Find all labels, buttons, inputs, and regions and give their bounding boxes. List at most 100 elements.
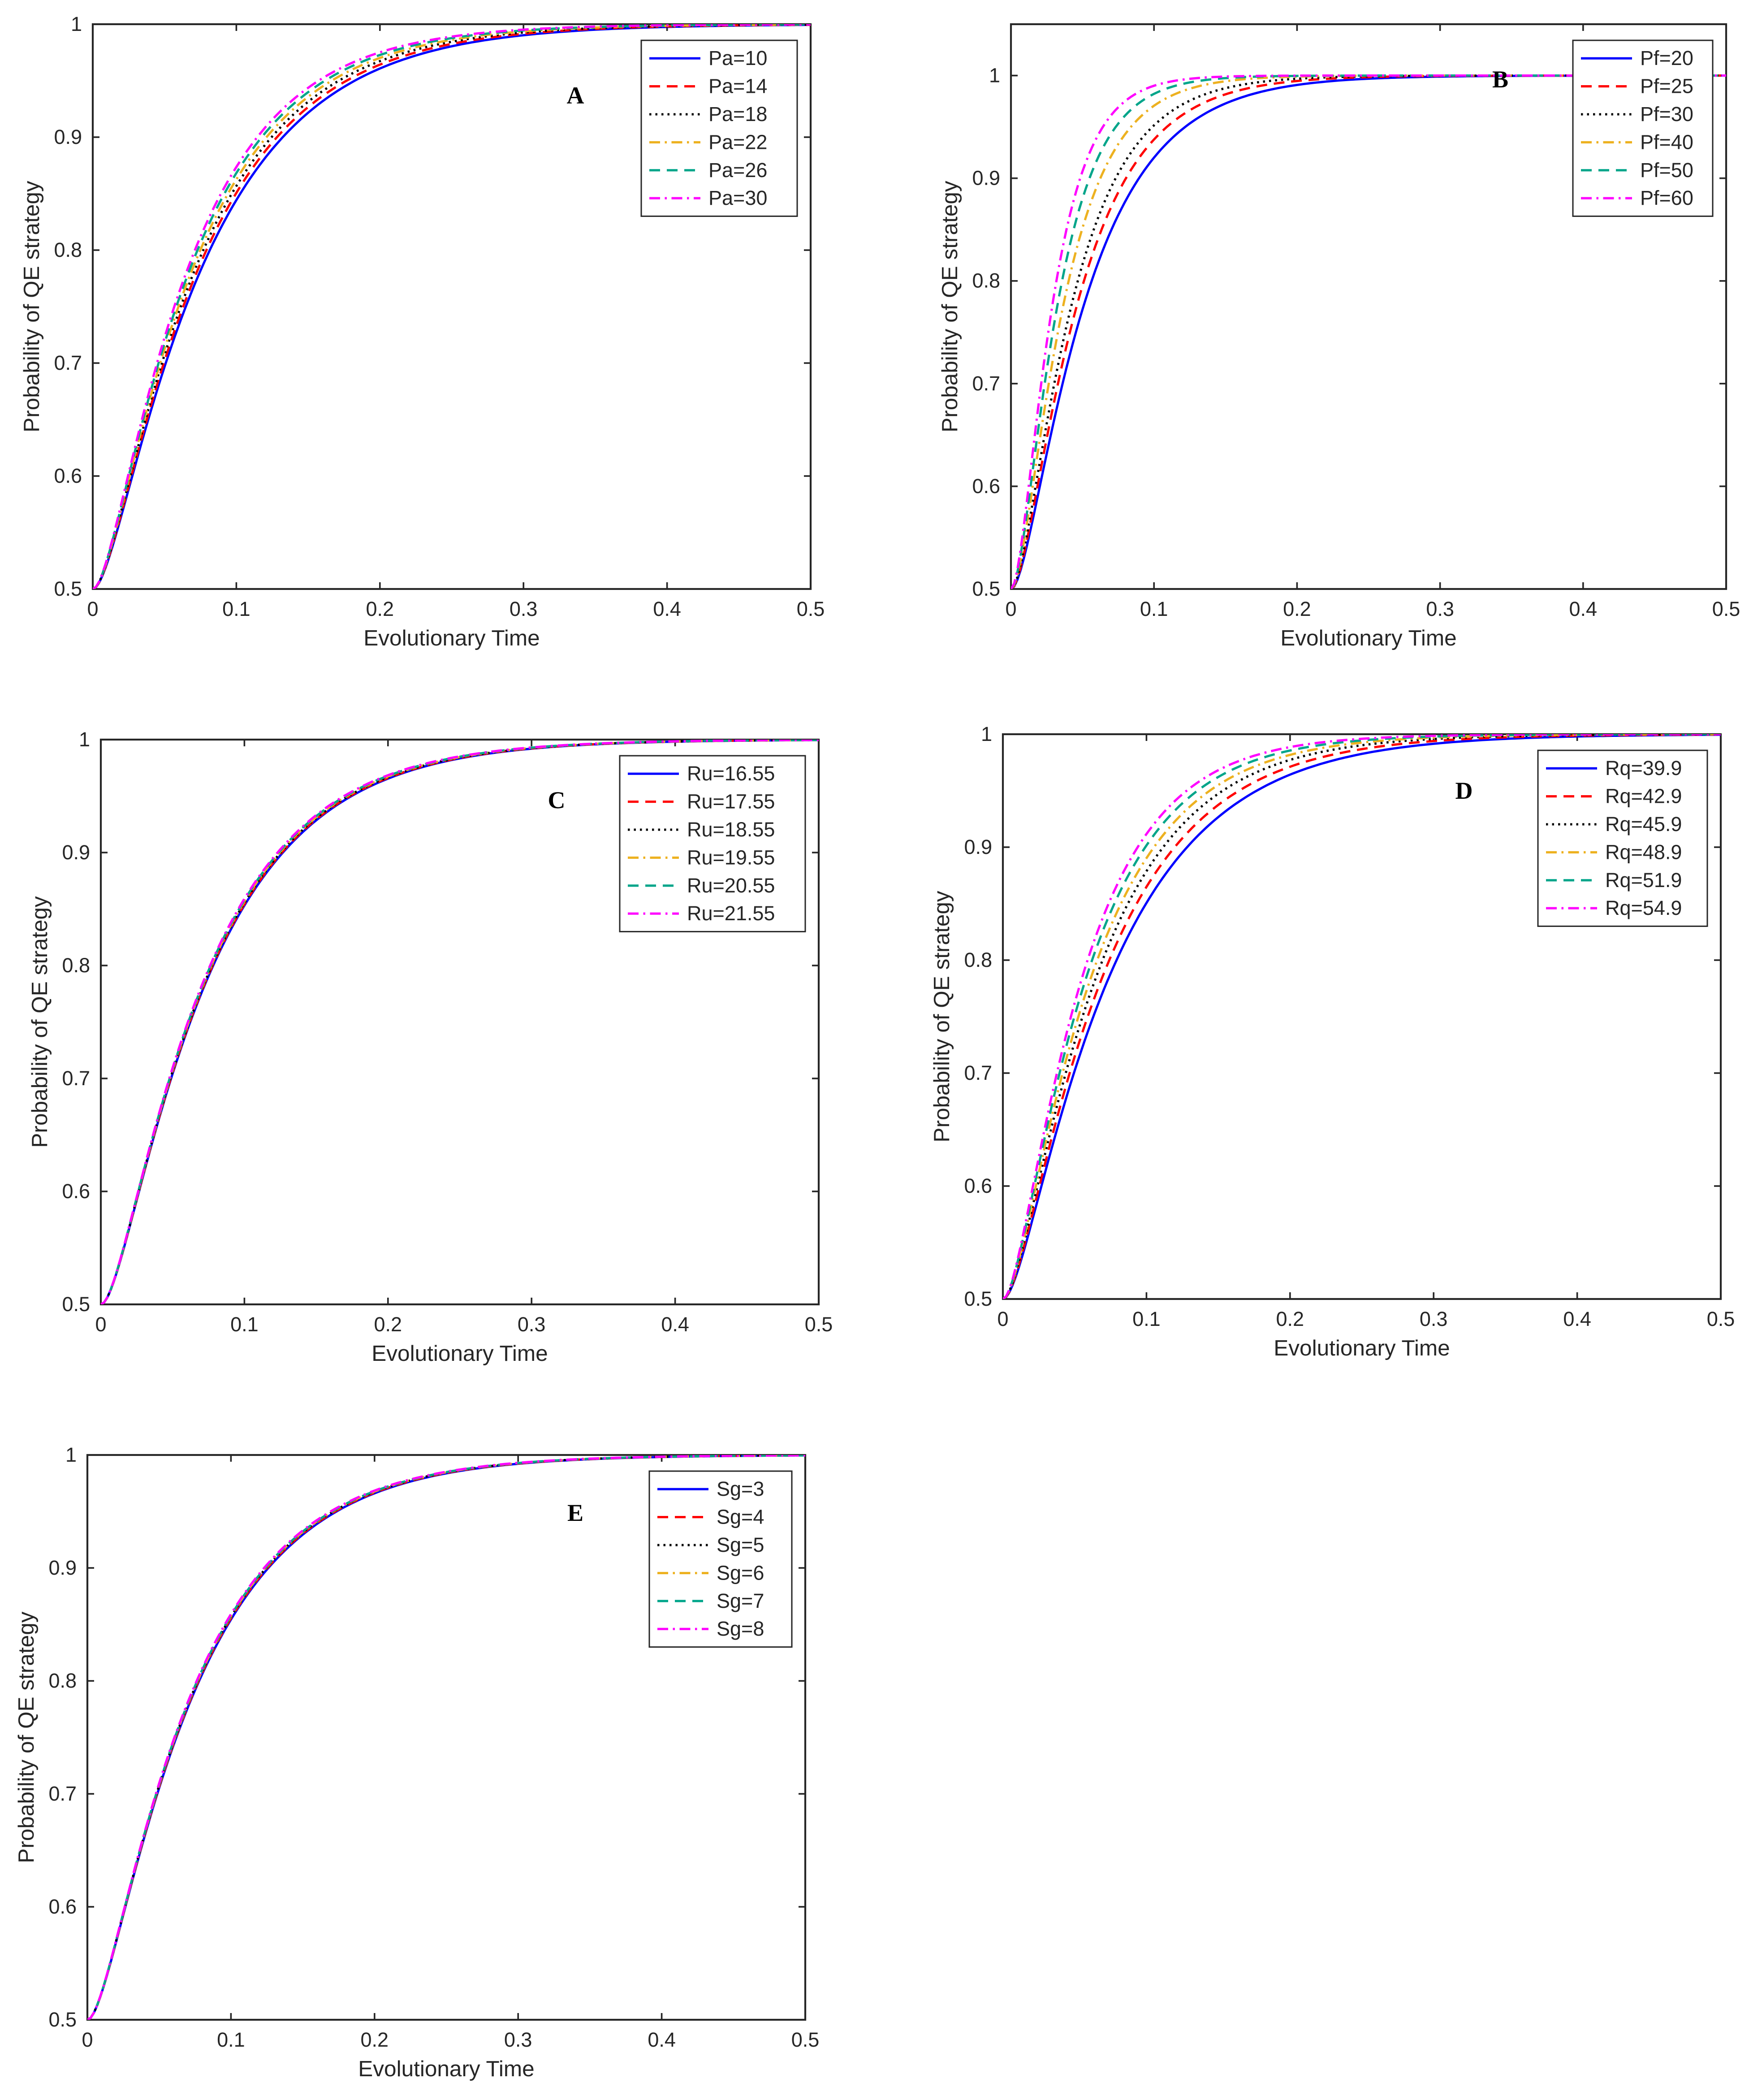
series-line-Ru=21.55 — [101, 740, 819, 1304]
legend-entry: Sg=5 — [717, 1533, 764, 1556]
legend: Pf=20 Pf=25 Pf=30 Pf=40 Pf=50 Pf=60 — [1572, 39, 1714, 217]
y-tick-label: 0.5 — [964, 1287, 992, 1310]
series-line-Sg=8 — [87, 1455, 805, 2020]
x-tick-label: 0.1 — [230, 1313, 259, 1336]
y-tick-label: 0.5 — [54, 577, 82, 600]
panel-label: B — [1492, 66, 1508, 93]
x-tick-label: 0.4 — [648, 2028, 676, 2051]
y-tick-label: 0.7 — [62, 1067, 90, 1090]
panel-b: 0 0.1 0.2 0.3 0.4 0.5 0.5 0.6 0.7 0.8 0.9 1 Evolutio… — [937, 23, 1740, 650]
x-tick-label: 0.3 — [1426, 598, 1454, 620]
legend-entry: Pf=25 — [1640, 75, 1693, 98]
series-line-Rq=54.9 — [1003, 734, 1721, 1299]
x-tick-label: 0.2 — [374, 1313, 402, 1336]
x-tick-label: 0.5 — [791, 2028, 820, 2051]
legend-entry: Rq=39.9 — [1605, 757, 1682, 779]
panel-c: 0 0.1 0.2 0.3 0.4 0.5 0.5 0.6 0.7 0.8 0.9 1 Evolutio… — [27, 728, 833, 1366]
y-tick-label: 0.8 — [972, 269, 1000, 292]
legend-entry: Pa=14 — [708, 75, 767, 98]
panel-label: E — [567, 1499, 583, 1526]
legend-entry: Sg=6 — [717, 1561, 764, 1584]
legend-entry: Pa=10 — [708, 47, 767, 69]
legend-entry: Pf=20 — [1640, 47, 1693, 69]
legend-box — [1572, 39, 1714, 217]
y-tick-label: 0.9 — [62, 841, 90, 864]
legend-entry: Ru=19.55 — [687, 846, 775, 869]
series-line-Sg=7 — [87, 1455, 805, 2020]
legend-entry: Pf=30 — [1640, 103, 1693, 126]
legend: Rq=39.9 Rq=42.9 Rq=45.9 Rq=48.9 Rq=51.9 Rq=54… — [1537, 749, 1708, 927]
x-axis-label: Evolutionary Time — [358, 2057, 534, 2081]
y-tick-label: 1 — [981, 723, 992, 745]
x-tick-label: 0.5 — [805, 1313, 833, 1336]
legend-entry: Pa=18 — [708, 103, 767, 126]
legend-entry: Ru=17.55 — [687, 790, 775, 813]
y-tick-label: 0.7 — [964, 1061, 992, 1084]
series-line-Pf=30 — [1011, 74, 1726, 589]
legend: Pa=10 Pa=14 Pa=18 Pa=22 Pa=26 Pa=30 — [640, 39, 798, 217]
y-axis-label: Probability of QE strategy — [27, 896, 52, 1147]
legend-entry: Rq=54.9 — [1605, 896, 1682, 919]
y-tick-label: 0.6 — [972, 475, 1000, 498]
y-tick-label: 0.7 — [48, 1782, 77, 1805]
x-tick-label: 0.1 — [222, 598, 250, 620]
y-axis-label: Probability of QE strategy — [14, 1611, 39, 1863]
x-tick-label: 0.5 — [1712, 598, 1740, 620]
series-line-Rq=51.9 — [1003, 734, 1721, 1299]
x-tick-label: 0.2 — [1276, 1308, 1304, 1330]
x-axis-label: Evolutionary Time — [1280, 626, 1456, 650]
x-tick-label: 0.2 — [1283, 598, 1311, 620]
panel-a: 0 0.1 0.2 0.3 0.4 0.5 0.5 0.6 0.7 0.8 0.9 1 Evolutio… — [19, 13, 825, 650]
x-axis-label: Evolutionary Time — [1274, 1336, 1450, 1360]
x-tick-label: 0.3 — [518, 1313, 546, 1336]
x-tick-label: 0.2 — [361, 2028, 389, 2051]
x-tick-label: 0.5 — [1707, 1308, 1735, 1330]
legend-entry: Pa=22 — [708, 130, 767, 153]
legend-entry: Ru=21.55 — [687, 902, 775, 925]
legend-entry: Rq=45.9 — [1605, 813, 1682, 836]
y-tick-label: 0.5 — [48, 2008, 77, 2031]
y-tick-label: 1 — [989, 64, 1000, 87]
x-tick-label: 0 — [997, 1308, 1008, 1330]
y-tick-label: 0.6 — [54, 464, 82, 487]
legend-box — [619, 755, 806, 932]
x-tick-label: 0 — [95, 1313, 106, 1336]
x-tick-label: 0.3 — [1420, 1308, 1448, 1330]
legend: Ru=16.55 Ru=17.55 Ru=18.55 Ru=19.55 Ru=20.55… — [619, 755, 806, 932]
y-tick-label: 0.8 — [964, 948, 992, 971]
y-tick-label: 0.7 — [54, 351, 82, 374]
panel-label: A — [567, 82, 584, 109]
legend-box — [648, 1470, 793, 1648]
y-tick-label: 0.5 — [972, 577, 1000, 600]
x-tick-label: 0 — [1005, 598, 1016, 620]
series-line-Pa=26 — [93, 24, 811, 589]
legend-entry: Rq=42.9 — [1605, 785, 1682, 808]
y-axis-label: Probability of QE strategy — [19, 181, 44, 432]
x-tick-label: 0.4 — [1569, 598, 1598, 620]
legend-entry: Ru=16.55 — [687, 762, 775, 785]
x-tick-label: 0 — [82, 2028, 93, 2051]
series-line-Pf=60 — [1011, 74, 1726, 589]
series-line-Ru=17.55 — [101, 740, 819, 1304]
legend-entry: Pf=40 — [1640, 130, 1693, 153]
y-tick-label: 0.5 — [62, 1293, 90, 1316]
panel-label: C — [548, 787, 566, 814]
x-tick-label: 0.2 — [366, 598, 394, 620]
panel-e: 0 0.1 0.2 0.3 0.4 0.5 0.5 0.6 0.7 0.8 0.9 1 Evolutio… — [14, 1443, 819, 2081]
y-tick-label: 1 — [71, 13, 82, 35]
y-tick-label: 0.9 — [972, 167, 1000, 190]
y-tick-label: 0.9 — [964, 836, 992, 858]
y-tick-label: 0.6 — [62, 1180, 90, 1203]
legend-entry: Rq=48.9 — [1605, 840, 1682, 863]
y-tick-label: 1 — [65, 1443, 77, 1466]
panel-d: 0 0.1 0.2 0.3 0.4 0.5 0.5 0.6 0.7 0.8 0.9 1 Evolutio… — [929, 723, 1735, 1360]
legend-entry: Sg=7 — [717, 1589, 764, 1612]
y-tick-label: 0.6 — [48, 1895, 77, 1918]
x-tick-label: 0.5 — [797, 598, 825, 620]
y-axis-label: Probability of QE strategy — [929, 891, 954, 1142]
x-tick-label: 0.1 — [1140, 598, 1168, 620]
y-tick-label: 0.8 — [54, 238, 82, 261]
y-tick-label: 0.6 — [964, 1174, 992, 1197]
legend-box — [640, 39, 798, 217]
